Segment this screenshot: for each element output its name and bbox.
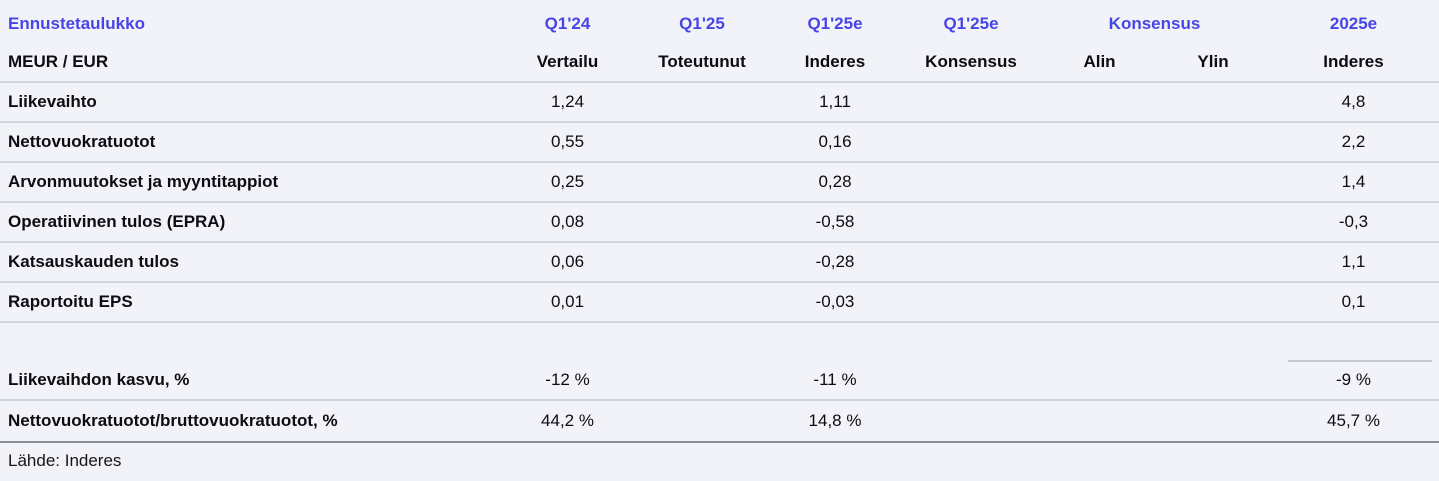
cell-vertailu: 0,25 bbox=[550, 172, 585, 191]
table-row: Operatiivinen tulos (EPRA) 0,08 -0,58 -0… bbox=[0, 203, 1439, 243]
spacer-row bbox=[0, 323, 1439, 361]
cell-2025e: 1,4 bbox=[1341, 172, 1366, 191]
cell-2025e: 45,7 % bbox=[1327, 411, 1380, 430]
row-label: Liikevaihdon kasvu, % bbox=[8, 370, 190, 389]
table-row: Liikevaihdon kasvu, % -12 % -11 % -9 % bbox=[0, 360, 1439, 401]
column-header-q1-25: Q1'25 bbox=[679, 14, 725, 33]
cell-inderes: -0,58 bbox=[815, 212, 855, 231]
cell-2025e: 0,1 bbox=[1341, 292, 1366, 311]
row-label: Liikevaihto bbox=[8, 92, 97, 111]
cell-vertailu: -12 % bbox=[545, 370, 590, 389]
subheader-inderes: Inderes bbox=[804, 52, 866, 71]
subheader-toteutunut: Toteutunut bbox=[658, 52, 746, 71]
column-divider-line bbox=[1288, 360, 1432, 362]
subheader-vertailu: Vertailu bbox=[536, 52, 599, 71]
table-row: Arvonmuutokset ja myyntitappiot 0,25 0,2… bbox=[0, 163, 1439, 203]
row-label: Operatiivinen tulos (EPRA) bbox=[8, 212, 226, 231]
table-header-sub-row: MEUR / EUR Vertailu Toteutunut Inderes K… bbox=[0, 43, 1439, 83]
unit-label: MEUR / EUR bbox=[8, 52, 109, 71]
cell-inderes: 14,8 % bbox=[808, 411, 862, 430]
cell-vertailu: 0,06 bbox=[550, 252, 585, 271]
cell-vertailu: 44,2 % bbox=[541, 411, 594, 430]
cell-2025e: 4,8 bbox=[1341, 92, 1366, 111]
subheader-konsensus: Konsensus bbox=[925, 52, 1017, 71]
column-header-2025e: 2025e bbox=[1329, 14, 1378, 33]
cell-inderes: -11 % bbox=[813, 370, 857, 389]
source-row: Lähde: Inderes bbox=[0, 441, 1439, 479]
cell-vertailu: 0,55 bbox=[550, 132, 585, 151]
cell-inderes: -0,28 bbox=[815, 252, 855, 271]
table-row: Katsauskauden tulos 0,06 -0,28 1,1 bbox=[0, 243, 1439, 283]
cell-2025e: 2,2 bbox=[1341, 132, 1366, 151]
cell-vertailu: 0,01 bbox=[550, 292, 585, 311]
cell-2025e: -9 % bbox=[1268, 360, 1439, 399]
row-label: Nettovuokratuotot/bruttovuokratuotot, % bbox=[8, 411, 338, 430]
column-header-q1-25e-konsensus: Q1'25e bbox=[943, 14, 999, 33]
table-row: Liikevaihto 1,24 1,11 4,8 bbox=[0, 83, 1439, 123]
row-label: Nettovuokratuotot bbox=[8, 132, 156, 151]
row-label: Arvonmuutokset ja myyntitappiot bbox=[8, 172, 279, 191]
table-row: Raportoitu EPS 0,01 -0,03 0,1 bbox=[0, 283, 1439, 323]
row-label: Katsauskauden tulos bbox=[8, 252, 179, 271]
page-title: Ennustetaulukko bbox=[8, 14, 145, 33]
table-row: Nettovuokratuotot 0,55 0,16 2,2 bbox=[0, 123, 1439, 163]
cell-vertailu: 0,08 bbox=[550, 212, 585, 231]
subheader-ylin: Ylin bbox=[1197, 52, 1229, 71]
table-row: Nettovuokratuotot/bruttovuokratuotot, % … bbox=[0, 401, 1439, 441]
subheader-alin: Alin bbox=[1083, 52, 1116, 71]
cell-inderes: 0,28 bbox=[818, 172, 852, 191]
row-label: Raportoitu EPS bbox=[8, 292, 133, 311]
subheader-inderes-2025: Inderes bbox=[1323, 52, 1384, 71]
column-header-q1-25e-inderes: Q1'25e bbox=[807, 14, 863, 33]
cell-inderes: 1,11 bbox=[819, 92, 851, 111]
cell-2025e-value: -9 % bbox=[1336, 370, 1371, 389]
column-header-q1-24: Q1'24 bbox=[544, 14, 591, 33]
table-header-top-row: Ennustetaulukko Q1'24 Q1'25 Q1'25e Q1'25… bbox=[0, 5, 1439, 43]
cell-2025e: -0,3 bbox=[1338, 212, 1369, 231]
column-header-konsensus-group: Konsensus bbox=[1108, 14, 1201, 33]
cell-2025e: 1,1 bbox=[1341, 252, 1366, 271]
cell-inderes: -0,03 bbox=[815, 292, 855, 311]
source-note: Lähde: Inderes bbox=[8, 451, 122, 470]
cell-vertailu: 1,24 bbox=[550, 92, 585, 111]
cell-inderes: 0,16 bbox=[818, 132, 852, 151]
